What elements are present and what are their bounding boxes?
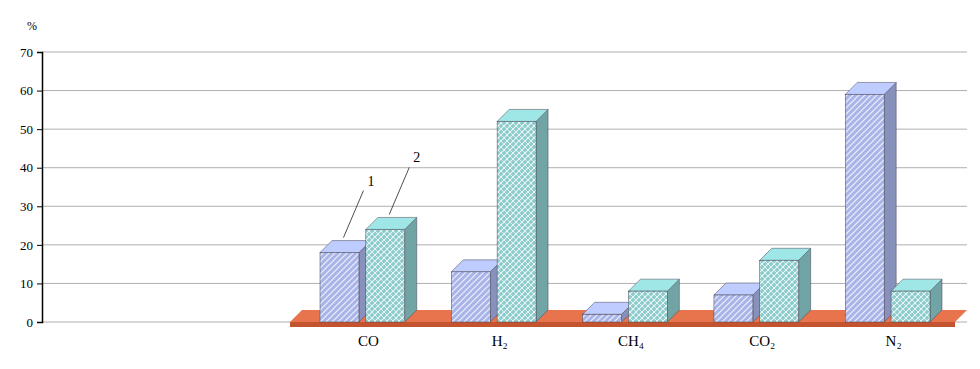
- bar-top: [366, 217, 417, 229]
- bar: [845, 94, 884, 322]
- series-label: 1: [367, 174, 374, 189]
- tick-label: 70: [20, 45, 33, 60]
- bar-top: [760, 248, 811, 260]
- bar-side: [799, 248, 811, 322]
- tick-mark: [37, 206, 42, 207]
- bar: [760, 260, 799, 322]
- bar: [583, 314, 622, 322]
- tick: 10: [20, 276, 42, 291]
- tick: 50: [20, 122, 42, 137]
- axis-title: %: [27, 19, 37, 33]
- bars: [320, 82, 942, 322]
- bar-top: [320, 241, 371, 253]
- bar: [891, 291, 930, 322]
- x-axis: CO H₂ CH₄ CO₂ N₂: [358, 333, 902, 349]
- bar-side: [405, 217, 417, 322]
- bar-top: [714, 283, 765, 295]
- tick-label: 60: [20, 83, 33, 98]
- tick-label: 50: [20, 122, 33, 137]
- tick-mark: [37, 52, 42, 53]
- bar-top: [497, 109, 548, 121]
- bar-top: [845, 82, 896, 94]
- y-axis: 0 10 20 30 40 50 60 70: [20, 45, 43, 330]
- chart: 010203040506070%COH₂CH₄CO₂N₂12: [0, 0, 980, 369]
- grid: [42, 52, 967, 322]
- category-label: N₂: [886, 333, 902, 349]
- tick: 0: [27, 315, 43, 330]
- series-labels: 12: [343, 150, 420, 237]
- tick-mark: [37, 168, 42, 169]
- bar: [451, 272, 490, 322]
- tick-mark: [37, 322, 42, 323]
- tick: 70: [20, 45, 42, 60]
- series: [366, 109, 942, 322]
- bar: [714, 295, 753, 322]
- bar-side: [536, 109, 548, 322]
- bar: [320, 253, 359, 322]
- bar: [366, 229, 405, 322]
- tick-label: 20: [20, 238, 33, 253]
- tick: 30: [20, 199, 42, 214]
- tick-label: 10: [20, 276, 33, 291]
- bar-side: [884, 82, 896, 322]
- bar-top: [451, 260, 502, 272]
- category-label: H₂: [492, 333, 508, 349]
- bar-top: [891, 279, 942, 291]
- tick-label: 40: [20, 160, 33, 175]
- series-label: 2: [413, 150, 420, 165]
- grid-line: [42, 90, 967, 91]
- category-label: CH₄: [618, 333, 644, 349]
- grid-line: [42, 52, 967, 53]
- tick: 40: [20, 160, 42, 175]
- series: [320, 82, 896, 322]
- tick-label: 30: [20, 199, 33, 214]
- bar-top: [628, 279, 679, 291]
- tick-label: 0: [27, 315, 34, 330]
- category-label: CO: [358, 333, 379, 349]
- bar: [628, 291, 667, 322]
- axis-line: [37, 53, 43, 323]
- tick: 60: [20, 83, 42, 98]
- tick-mark: [37, 283, 42, 284]
- leader-line: [343, 191, 363, 238]
- category-label: CO₂: [749, 333, 775, 349]
- floor-front: [290, 322, 955, 327]
- bar: [497, 121, 536, 322]
- bar-top: [583, 302, 634, 314]
- tick: 20: [20, 238, 42, 253]
- tick-mark: [37, 129, 42, 130]
- leader-line: [389, 167, 409, 214]
- tick-mark: [37, 245, 42, 246]
- tick-mark: [37, 91, 42, 92]
